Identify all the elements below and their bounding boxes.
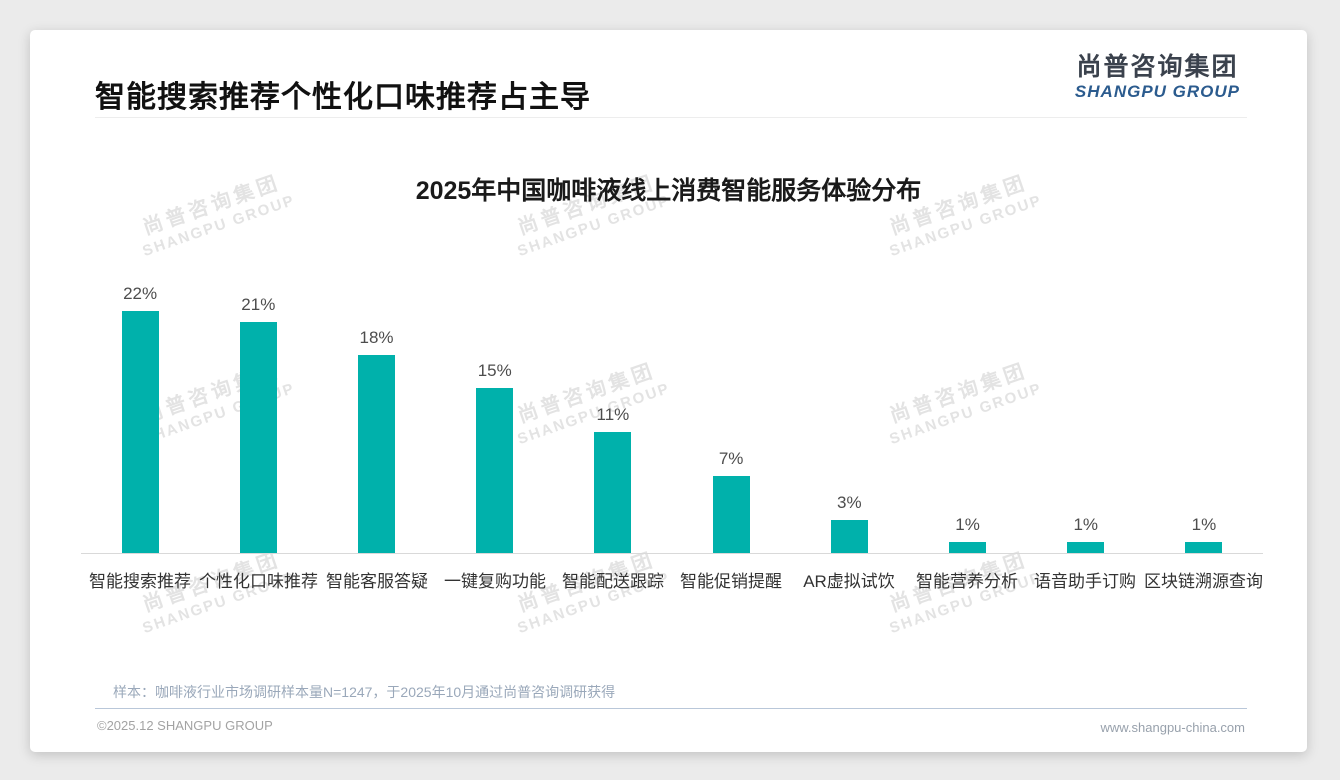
category-label: 智能配送跟踪 <box>562 572 664 591</box>
logo-text-cn: 尚普咨询集团 <box>1076 53 1239 81</box>
bar-column: 3% <box>790 493 908 553</box>
bar-column: 15% <box>436 361 554 553</box>
bar-column: 1% <box>908 515 1026 553</box>
bar-column: 1% <box>1027 515 1145 553</box>
category-label: AR虚拟试饮 <box>803 572 895 591</box>
page-title: 智能搜索推荐个性化口味推荐占主导 <box>95 81 591 114</box>
bar-value-label: 1% <box>955 515 980 534</box>
bar <box>1067 542 1105 553</box>
bar <box>830 520 868 553</box>
category-label: 区块链溯源查询 <box>1144 572 1263 591</box>
category-label: 智能客服答疑 <box>326 572 428 591</box>
bar-value-label: 3% <box>837 493 862 512</box>
bar-value-label: 1% <box>1073 515 1099 534</box>
report-card: 尚普咨询集团 SHANGPU GROUP 尚普咨询集团 SHANGPU GROU… <box>30 30 1307 752</box>
bar <box>594 432 632 553</box>
footer-website: www.shangpu-china.com <box>1100 720 1245 735</box>
bar <box>476 388 514 553</box>
bar-value-label: 1% <box>1191 515 1217 534</box>
x-axis-line <box>81 553 1263 554</box>
footer-divider <box>95 708 1247 709</box>
bar-column: 1% <box>1145 515 1263 553</box>
bar-value-label: 7% <box>718 449 744 468</box>
bar-value-label: 18% <box>359 328 394 347</box>
bar-value-label: 22% <box>123 284 158 303</box>
bar-value-label: 21% <box>241 295 276 314</box>
category-label: 语音助手订购 <box>1034 572 1136 591</box>
bar-column: 11% <box>554 405 672 553</box>
category-label: 智能搜索推荐 <box>89 572 191 591</box>
bar-column: 18% <box>317 328 435 553</box>
bar <box>712 476 750 553</box>
category-label: 智能营养分析 <box>916 572 1018 591</box>
footer-copyright: ©2025.12 SHANGPU GROUP <box>97 718 273 733</box>
bar-value-label: 15% <box>477 361 512 380</box>
header-divider <box>95 117 1247 118</box>
logo-text-en: SHANGPU GROUP <box>1074 82 1240 101</box>
bar <box>121 311 159 553</box>
company-logo: 尚普咨询集团 SHANGPU GROUP <box>1075 52 1240 102</box>
bar <box>1185 542 1223 553</box>
bar <box>239 322 277 553</box>
bar-column: 7% <box>672 449 790 553</box>
category-label: 一键复购功能 <box>444 572 546 591</box>
bar-column: 22% <box>81 284 199 553</box>
sample-note: 样本：咖啡液行业市场调研样本量N=1247，于2025年10月通过尚普咨询调研获… <box>113 684 616 700</box>
bar-chart: 22% 21% 18% 15% 11% 7% 3% 1% 1% 1% <box>81 273 1263 553</box>
category-label: 智能促销提醒 <box>680 572 782 591</box>
category-label: 个性化口味推荐 <box>199 572 318 591</box>
bar <box>949 542 987 553</box>
chart-title: 2025年中国咖啡液线上消费智能服务体验分布 <box>415 177 922 205</box>
bar-value-label: 11% <box>596 405 630 424</box>
bar <box>358 355 395 553</box>
x-axis-labels: 智能搜索推荐 个性化口味推荐 智能客服答疑 一键复购功能 智能配送跟踪 智能促销提醒 AR虚… <box>81 567 1263 592</box>
bar-column: 21% <box>199 295 317 553</box>
